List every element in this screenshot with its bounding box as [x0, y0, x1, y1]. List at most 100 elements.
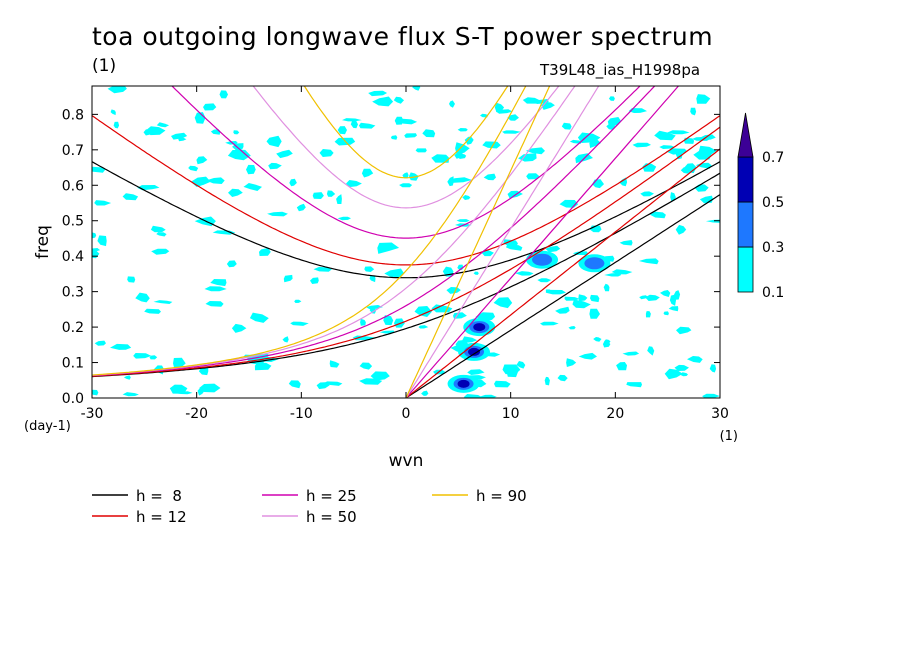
contour-speckle	[149, 355, 158, 360]
contour-speckle	[422, 129, 436, 138]
dispersion-curve	[405, 148, 720, 398]
dispersion-curve	[92, 86, 576, 376]
contour-speckle	[604, 272, 622, 277]
contour-speckle	[473, 271, 479, 275]
contour-speckle	[259, 248, 271, 256]
y-tick-label: 0.2	[62, 320, 84, 336]
legend-label: h = 25	[306, 487, 357, 505]
contour-speckle	[449, 100, 455, 108]
contour-speckle	[457, 128, 468, 132]
contour-speckle	[289, 178, 297, 187]
contour-speckle	[494, 102, 505, 113]
contour-speckle	[494, 380, 511, 388]
contour-speckle	[666, 148, 688, 155]
contour-speckle	[173, 357, 186, 369]
contour-speckle	[210, 279, 227, 287]
contour-speckle	[384, 268, 405, 278]
contour-speckle	[151, 248, 170, 255]
contour-speckle	[364, 266, 375, 272]
legend-label: h = 50	[306, 508, 357, 526]
contour-speckle	[156, 232, 167, 237]
contour-speckle	[206, 177, 225, 184]
title-unit: (1)	[92, 56, 117, 76]
contour-speckle	[276, 149, 293, 159]
contour-speckle	[268, 162, 282, 170]
contour-speckle	[290, 321, 309, 326]
contour-speckle	[604, 339, 611, 344]
contour-speckle	[483, 173, 496, 181]
contour-speckle	[664, 368, 683, 380]
contour-speckle	[479, 394, 497, 398]
contour-speckle	[226, 260, 237, 268]
contour-speckle	[372, 96, 394, 107]
contour-speckle	[709, 364, 717, 373]
contour-speckle	[113, 121, 120, 129]
y-unit-label: (day-1)	[24, 419, 71, 434]
contour-speckle	[92, 232, 97, 239]
contour-speckle	[616, 362, 627, 371]
y-tick-label: 0.5	[62, 214, 84, 230]
contour-speckle	[679, 372, 688, 377]
contour-fill-layer	[92, 86, 720, 398]
dispersion-curve	[405, 86, 600, 398]
contour-speckle	[266, 135, 282, 148]
contour-speckle	[127, 276, 136, 283]
x-tick-label: 10	[502, 406, 520, 422]
contour-speckle	[619, 240, 633, 246]
contour-speckle	[188, 165, 199, 172]
contour-speckle	[122, 392, 139, 397]
contour-speckle	[402, 172, 409, 179]
contour-speckle	[626, 382, 642, 388]
contour-speckle	[288, 380, 301, 389]
contour-speckle	[493, 297, 513, 309]
contour-speckle	[702, 393, 720, 398]
contour-speckle	[243, 183, 262, 191]
contour-speckle	[450, 177, 472, 183]
contour-speckle	[296, 203, 306, 212]
x-tick-label: -20	[185, 406, 208, 422]
dispersion-curve	[405, 86, 551, 398]
contour-speckle	[537, 278, 552, 283]
dispersion-curve	[252, 86, 560, 209]
contour-speckle	[578, 294, 588, 302]
colorbar-segment	[737, 156, 754, 203]
contour-speckle	[690, 107, 697, 116]
contour-speckle	[359, 362, 373, 370]
dispersion-curve	[171, 86, 641, 239]
contour-speckle	[502, 130, 521, 134]
contour-speckle	[654, 130, 676, 141]
contour-speckle	[544, 376, 550, 386]
contour-speckle	[557, 374, 568, 382]
contour-speckle	[645, 294, 660, 301]
contour-speckle	[227, 149, 251, 161]
contour-speckle	[346, 180, 362, 188]
contour-speckle	[92, 389, 99, 396]
contour-speckle	[632, 142, 651, 148]
contour-speckle	[199, 383, 221, 393]
contour-speckle	[545, 289, 553, 293]
chart-title: toa outgoing longwave flux S-T power spe…	[92, 22, 714, 51]
y-axis-label: freq	[33, 225, 53, 259]
contour-speckle	[608, 96, 615, 101]
colorbar-extend-triangle	[737, 112, 754, 158]
colorbar-segment	[737, 246, 754, 293]
y-tick-label: 0.3	[62, 285, 84, 301]
contour-speckle	[593, 337, 602, 342]
contour-speckle	[650, 211, 666, 219]
y-tick-label: 0.4	[62, 249, 84, 265]
contour-speckle	[502, 364, 521, 375]
plot-background	[92, 86, 720, 398]
contour-speckle	[156, 122, 170, 128]
contour-speckle	[399, 183, 413, 188]
contour-speckle	[590, 294, 600, 303]
contour-speckle	[638, 258, 659, 265]
contour-speckle	[368, 90, 388, 97]
contour-speckle	[310, 277, 319, 284]
contour-speckle	[94, 200, 112, 206]
hotspot-inner	[473, 323, 486, 332]
contour-speckle	[545, 245, 561, 253]
contour-speckle	[390, 135, 398, 140]
contour-speckle	[135, 292, 150, 303]
contour-speckle	[456, 219, 470, 223]
